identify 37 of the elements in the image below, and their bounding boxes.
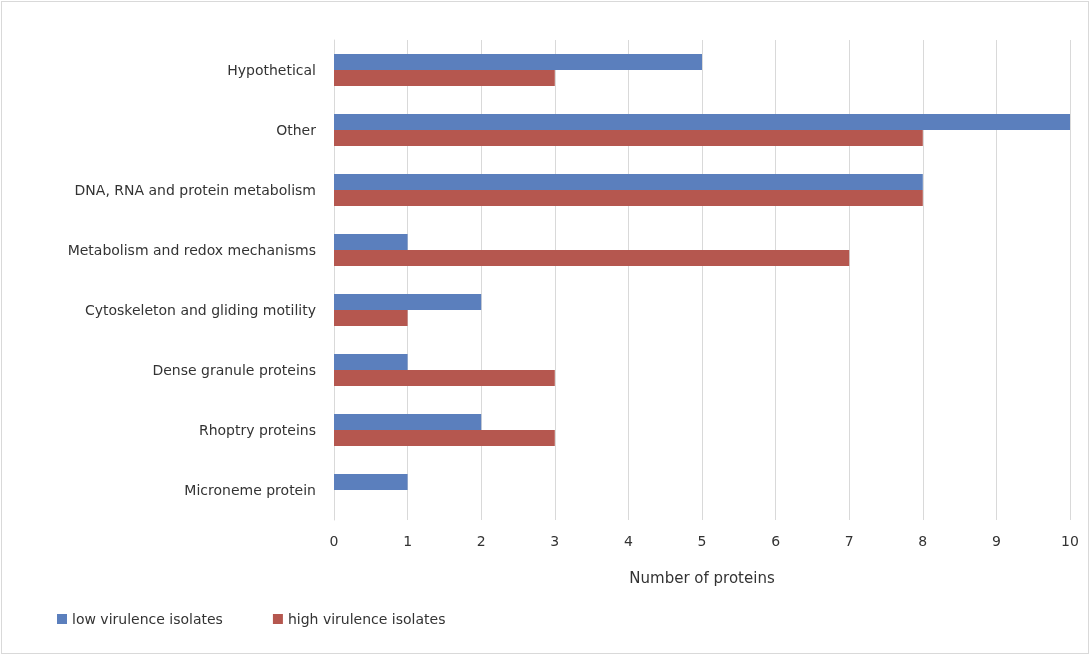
bar [334,294,482,310]
y-tick-label: Metabolism and redox mechanisms [67,242,316,258]
bar [334,130,923,146]
bar [334,234,408,250]
x-tick-label: 2 [476,533,486,549]
x-axis-title: Number of proteins [629,568,775,587]
bar [334,370,555,386]
y-tick-label: Rhoptry proteins [198,422,316,438]
y-tick-label: Cytoskeleton and gliding motility [84,302,316,318]
y-tick-label: Hypothetical [227,62,316,78]
x-tick-label: 3 [550,533,560,549]
x-tick-label: 7 [844,533,854,549]
y-tick-label: DNA, RNA and protein metabolism [74,182,316,198]
bar [334,250,850,266]
x-tick-label: 10 [1061,533,1079,549]
bar [334,354,408,370]
bar [334,54,702,70]
y-tick-label: Dense granule proteins [152,362,316,378]
bar [334,70,555,86]
bar [334,430,555,446]
y-tick-label: Other [276,122,317,138]
x-tick-label: 5 [697,533,707,549]
x-tick-label: 8 [918,533,928,549]
bar [334,174,923,190]
bar [334,114,1070,130]
bar [334,474,408,490]
x-tick-label: 4 [623,533,633,549]
x-tick-label: 6 [771,533,781,549]
x-tick-label: 0 [329,533,339,549]
legend-label: high virulence isolates [287,611,446,627]
y-tick-label: Microneme protein [184,482,316,498]
bar [334,414,482,430]
legend-label: low virulence isolates [72,611,223,627]
bar [334,310,408,326]
x-tick-label: 1 [403,533,413,549]
x-tick-label: 9 [991,533,1001,549]
bar [334,190,923,206]
